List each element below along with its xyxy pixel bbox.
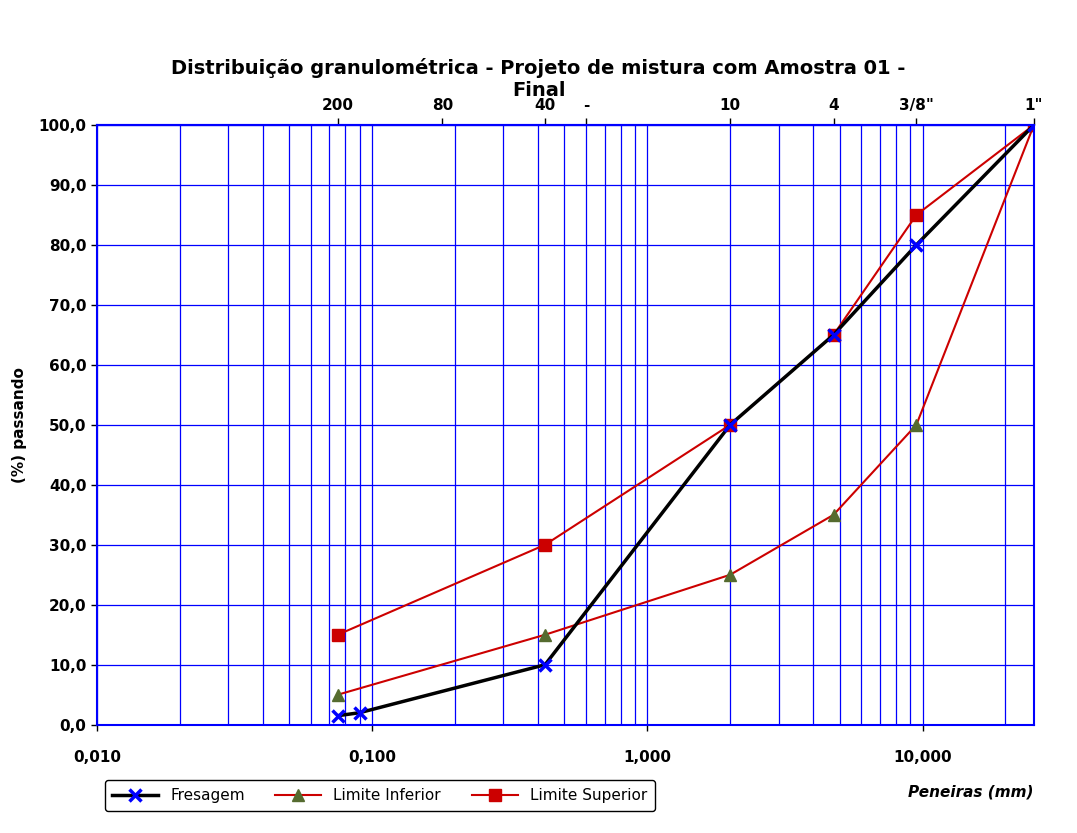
Line: Fresagem: Fresagem [332,118,1040,722]
Fresagem [332,711,345,721]
Fresagem [910,240,923,250]
Limite Superior [332,630,345,640]
Limite Superior [827,330,840,340]
Text: 1,000: 1,000 [624,750,671,765]
Limite Inferior [538,630,551,640]
Limite Inferior [827,510,840,520]
Fresagem [1027,120,1040,130]
Text: Peneiras (mm): Peneiras (mm) [908,785,1034,800]
Text: Distribuição granulométrica - Projeto de mistura com Amostra 01 -
Final: Distribuição granulométrica - Projeto de… [171,58,906,100]
Fresagem [353,708,366,718]
Limite Superior [538,540,551,550]
Line: Limite Inferior: Limite Inferior [332,119,1039,701]
Limite Inferior [724,570,737,580]
Limite Superior [724,420,737,430]
Line: Limite Superior: Limite Superior [332,119,1039,641]
Text: 0,010: 0,010 [73,750,121,765]
Limite Inferior [910,420,923,430]
Fresagem [538,660,551,670]
Limite Inferior [332,690,345,700]
Limite Superior [1027,120,1040,130]
Y-axis label: (%) passando: (%) passando [13,367,27,483]
Fresagem [724,420,737,430]
Legend: Fresagem, Limite Inferior, Limite Superior: Fresagem, Limite Inferior, Limite Superi… [104,781,655,811]
Limite Inferior [1027,120,1040,130]
Fresagem [827,330,840,340]
Text: 0,100: 0,100 [348,750,396,765]
Limite Superior [910,210,923,220]
Text: 10,000: 10,000 [893,750,952,765]
